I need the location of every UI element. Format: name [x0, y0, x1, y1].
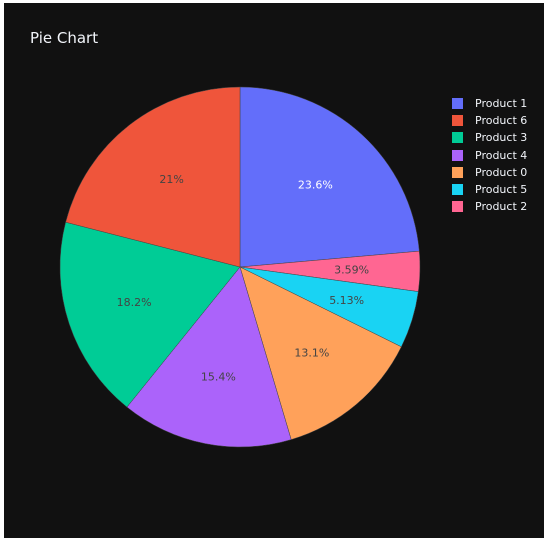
- legend-label: Product 0: [475, 165, 528, 179]
- legend-label: Product 5: [475, 183, 528, 197]
- legend-swatch: [452, 201, 463, 213]
- legend-swatch: [452, 98, 463, 110]
- legend-swatch: [452, 149, 463, 161]
- pie-slice-product-6[interactable]: [65, 86, 241, 268]
- legend-item-product-6[interactable]: Product 6: [452, 112, 527, 129]
- legend-item-product-3[interactable]: Product 3: [452, 129, 527, 146]
- legend-swatch: [452, 115, 463, 127]
- slice-label-product-5: 5.13%: [329, 294, 364, 307]
- pie-labels: 23.6% 3.59% 5.13% 13.1% 15.4% 18.2% 21%: [117, 173, 369, 384]
- legend-swatch: [452, 184, 463, 196]
- slice-label-product-4: 15.4%: [201, 370, 236, 383]
- pie-slices: [59, 86, 421, 448]
- slice-label-product-2: 3.59%: [334, 264, 369, 277]
- legend-label: Product 3: [475, 131, 528, 145]
- legend-item-product-5[interactable]: Product 5: [452, 181, 527, 198]
- pie-slice-product-4[interactable]: [126, 266, 292, 448]
- chart-frame: Pie Chart 23.6% 3.59% 5.13% 13.1% 15.4% 18.2%…: [4, 3, 544, 538]
- legend-label: Product 1: [475, 97, 528, 111]
- pie-slice-product-1[interactable]: [239, 86, 420, 268]
- legend-label: Product 6: [475, 114, 528, 128]
- legend-item-product-1[interactable]: Product 1: [452, 95, 527, 112]
- legend-label: Product 4: [475, 148, 528, 162]
- pie-chart: 23.6% 3.59% 5.13% 13.1% 15.4% 18.2% 21%: [59, 86, 421, 448]
- pie-slice-product-3[interactable]: [59, 221, 241, 408]
- legend-item-product-0[interactable]: Product 0: [452, 164, 527, 181]
- slice-label-product-3: 18.2%: [117, 296, 152, 309]
- legend-item-product-2[interactable]: Product 2: [452, 198, 527, 215]
- slice-label-product-6: 21%: [159, 173, 183, 186]
- chart-title: Pie Chart: [30, 29, 99, 47]
- slice-label-product-1: 23.6%: [298, 179, 333, 192]
- legend-item-product-4[interactable]: Product 4: [452, 147, 527, 164]
- legend-swatch: [452, 132, 463, 144]
- pie-slice-product-0[interactable]: [239, 266, 402, 440]
- legend-swatch: [452, 166, 463, 178]
- slice-label-product-0: 13.1%: [294, 346, 329, 359]
- legend: Product 1 Product 6 Product 3 Product 4 Prod…: [452, 95, 527, 215]
- legend-label: Product 2: [475, 200, 528, 214]
